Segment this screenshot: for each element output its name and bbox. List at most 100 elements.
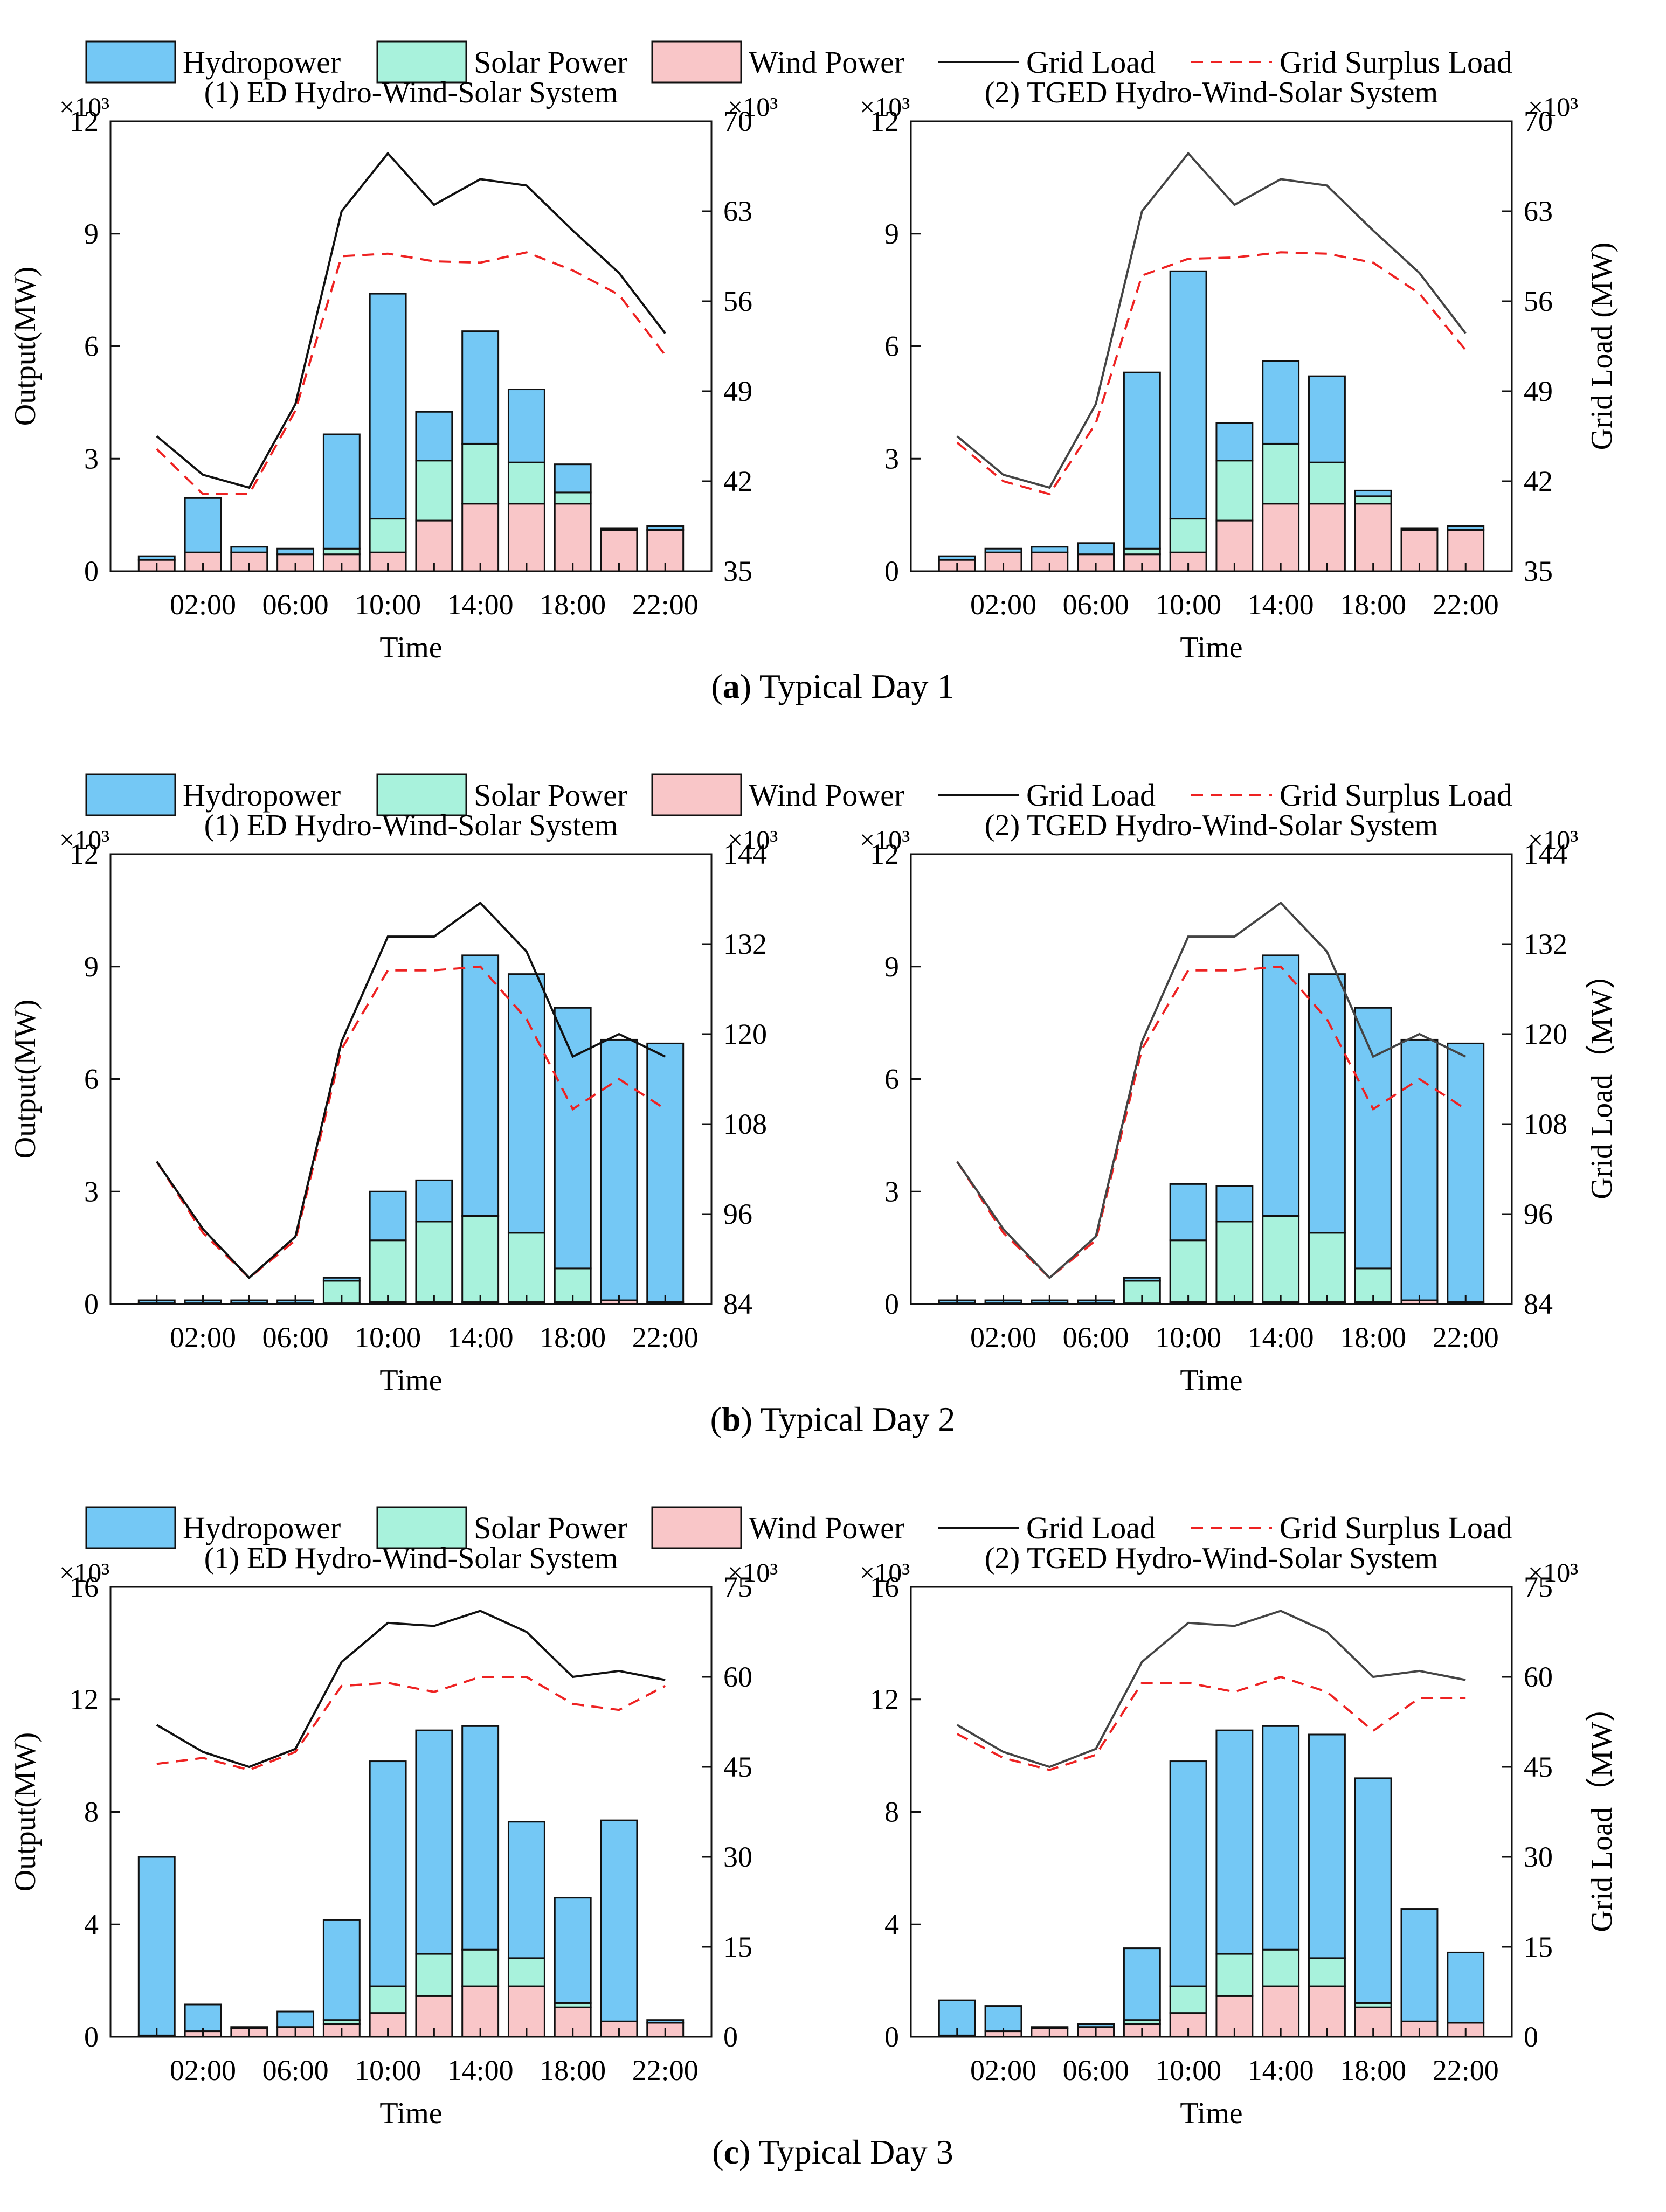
- y-tick-label: 12: [870, 105, 899, 137]
- legend-swatch-solar: [376, 773, 467, 816]
- hydro-bar: [1169, 1760, 1207, 1987]
- solar-bar: [1169, 1985, 1207, 2014]
- hydro-bar: [1215, 1729, 1254, 1955]
- hydro-bar: [554, 1897, 592, 2004]
- solar-bar: [507, 1232, 545, 1303]
- hydro-bar: [461, 1725, 500, 1951]
- y2-tick-label: 84: [723, 1288, 752, 1320]
- y-tick-label: 8: [84, 1796, 99, 1828]
- x-axis-label: Time: [379, 631, 442, 664]
- grid-load-line: [956, 151, 1467, 489]
- solar-bar: [1308, 1232, 1346, 1303]
- chart-3: (1) ED Hydro-Wind-Solar System 0 3 6 9 12 84 96…: [9, 809, 778, 1397]
- hydro-bar: [554, 1007, 592, 1270]
- legend-group-3: Hydropower Solar Power Wind Power Grid Load…: [85, 1506, 1512, 1549]
- caption-text: ) Typical Day 3: [739, 2133, 953, 2171]
- hydro-bar: [369, 1760, 407, 1987]
- y2-tick-label: 15: [723, 1931, 752, 1963]
- solar-bar: [461, 442, 500, 505]
- solar-bar: [369, 1985, 407, 2014]
- legend-label-surplus: Grid Surplus Load: [1280, 45, 1512, 80]
- hydro-bar: [137, 555, 176, 561]
- x-tick-label: 10:00: [1155, 2054, 1221, 2086]
- chart-6: (2) TGED Hydro-Wind-Solar System 0 4 8 12 16 0…: [860, 1542, 1619, 2130]
- hydro-bar: [1031, 2026, 1069, 2029]
- legend-label-solar: Solar Power: [474, 45, 627, 80]
- caption-text: ) Typical Day 2: [741, 1400, 956, 1438]
- solar-bar: [1262, 442, 1300, 505]
- y-multiplier: ×10³: [860, 824, 910, 855]
- x-tick-label: 10:00: [355, 588, 421, 621]
- hydro-bar: [137, 1856, 176, 2036]
- hydro-bar: [1123, 1277, 1161, 1282]
- legend-label-solar: Solar Power: [474, 778, 627, 813]
- hydro-bar: [1400, 1908, 1439, 2022]
- legend-swatch-solar: [376, 40, 467, 84]
- x-tick-label: 18:00: [1340, 588, 1406, 621]
- chart-title: (2) TGED Hydro-Wind-Solar System: [985, 809, 1438, 842]
- x-tick-label: 10:00: [1155, 1321, 1221, 1354]
- y-tick-label: 9: [84, 218, 99, 250]
- hydro-bar: [1031, 546, 1069, 553]
- hydro-bar: [646, 2019, 685, 2024]
- x-tick-label: 06:00: [262, 1321, 329, 1354]
- x-tick-label: 02:00: [970, 2054, 1036, 2086]
- grid-load-line: [156, 151, 666, 489]
- x-tick-label: 22:00: [632, 2054, 699, 2086]
- wind-bar: [1308, 503, 1346, 572]
- hydro-bar: [554, 463, 592, 494]
- y-tick-label: 0: [884, 1288, 899, 1320]
- y-tick-label: 12: [870, 838, 899, 870]
- y2-tick-label: 0: [1524, 2021, 1538, 2053]
- x-tick-label: 22:00: [1433, 2054, 1499, 2086]
- solar-bar: [1215, 1953, 1254, 1997]
- solar-bar: [461, 1215, 500, 1303]
- x-tick-label: 02:00: [170, 1321, 236, 1354]
- x-axis-label: Time: [1180, 631, 1242, 664]
- hydro-bar: [1123, 1947, 1161, 2021]
- hydro-bar: [646, 525, 685, 531]
- hydro-bar: [230, 2026, 268, 2029]
- hydro-bar: [646, 1042, 685, 1303]
- caption-paren-open: (: [710, 1400, 722, 1438]
- x-tick-label: 06:00: [262, 2054, 329, 2086]
- x-tick-label: 14:00: [447, 588, 514, 621]
- legend-swatch-hydro: [85, 40, 176, 84]
- y2-tick-label: 84: [1524, 1288, 1553, 1320]
- hydro-bar: [184, 2003, 222, 2033]
- hydro-bar: [1215, 422, 1254, 462]
- y2-tick-label: 144: [723, 838, 767, 870]
- solar-bar: [554, 491, 592, 505]
- chart-title: (1) ED Hydro-Wind-Solar System: [204, 76, 618, 109]
- y2-tick-label: 49: [723, 375, 752, 407]
- caption-text: ) Typical Day 1: [740, 667, 955, 705]
- y2-tick-label: 49: [1524, 375, 1553, 407]
- legend-label-hydro: Hydropower: [183, 1510, 341, 1545]
- y-tick-label: 4: [84, 1908, 99, 1940]
- grid-surplus-load-line: [156, 251, 666, 495]
- solar-bar: [507, 461, 545, 505]
- hydro-bar: [322, 433, 361, 550]
- y2-axis-label: Grid Load (MW): [1585, 242, 1619, 450]
- y2-tick-label: 56: [723, 285, 752, 317]
- hydro-bar: [984, 547, 1022, 553]
- hydro-bar: [1262, 1725, 1300, 1951]
- x-tick-label: 14:00: [1248, 1321, 1314, 1354]
- y-tick-label: 9: [84, 951, 99, 983]
- y-multiplier: ×10³: [860, 1557, 910, 1587]
- y-tick-label: 3: [884, 1175, 899, 1208]
- y2-tick-label: 60: [723, 1661, 752, 1693]
- y2-tick-label: 15: [1524, 1931, 1553, 1963]
- caption-3: (c) Typical Day 3: [712, 2133, 953, 2171]
- x-axis-label: Time: [1180, 2097, 1242, 2130]
- x-tick-label: 22:00: [1433, 1321, 1499, 1354]
- hydro-bar: [1447, 1042, 1485, 1303]
- legend-group-2: Hydropower Solar Power Wind Power Grid Load…: [85, 773, 1512, 816]
- legend-label-wind: Wind Power: [749, 778, 904, 813]
- caption-paren-open: (: [712, 2133, 723, 2171]
- chart-title: (1) ED Hydro-Wind-Solar System: [204, 809, 618, 842]
- grid-load-line: [956, 901, 1467, 1280]
- y-tick-label: 0: [84, 555, 99, 587]
- grid-load-line: [956, 1610, 1466, 1769]
- y2-tick-label: 96: [1524, 1198, 1553, 1230]
